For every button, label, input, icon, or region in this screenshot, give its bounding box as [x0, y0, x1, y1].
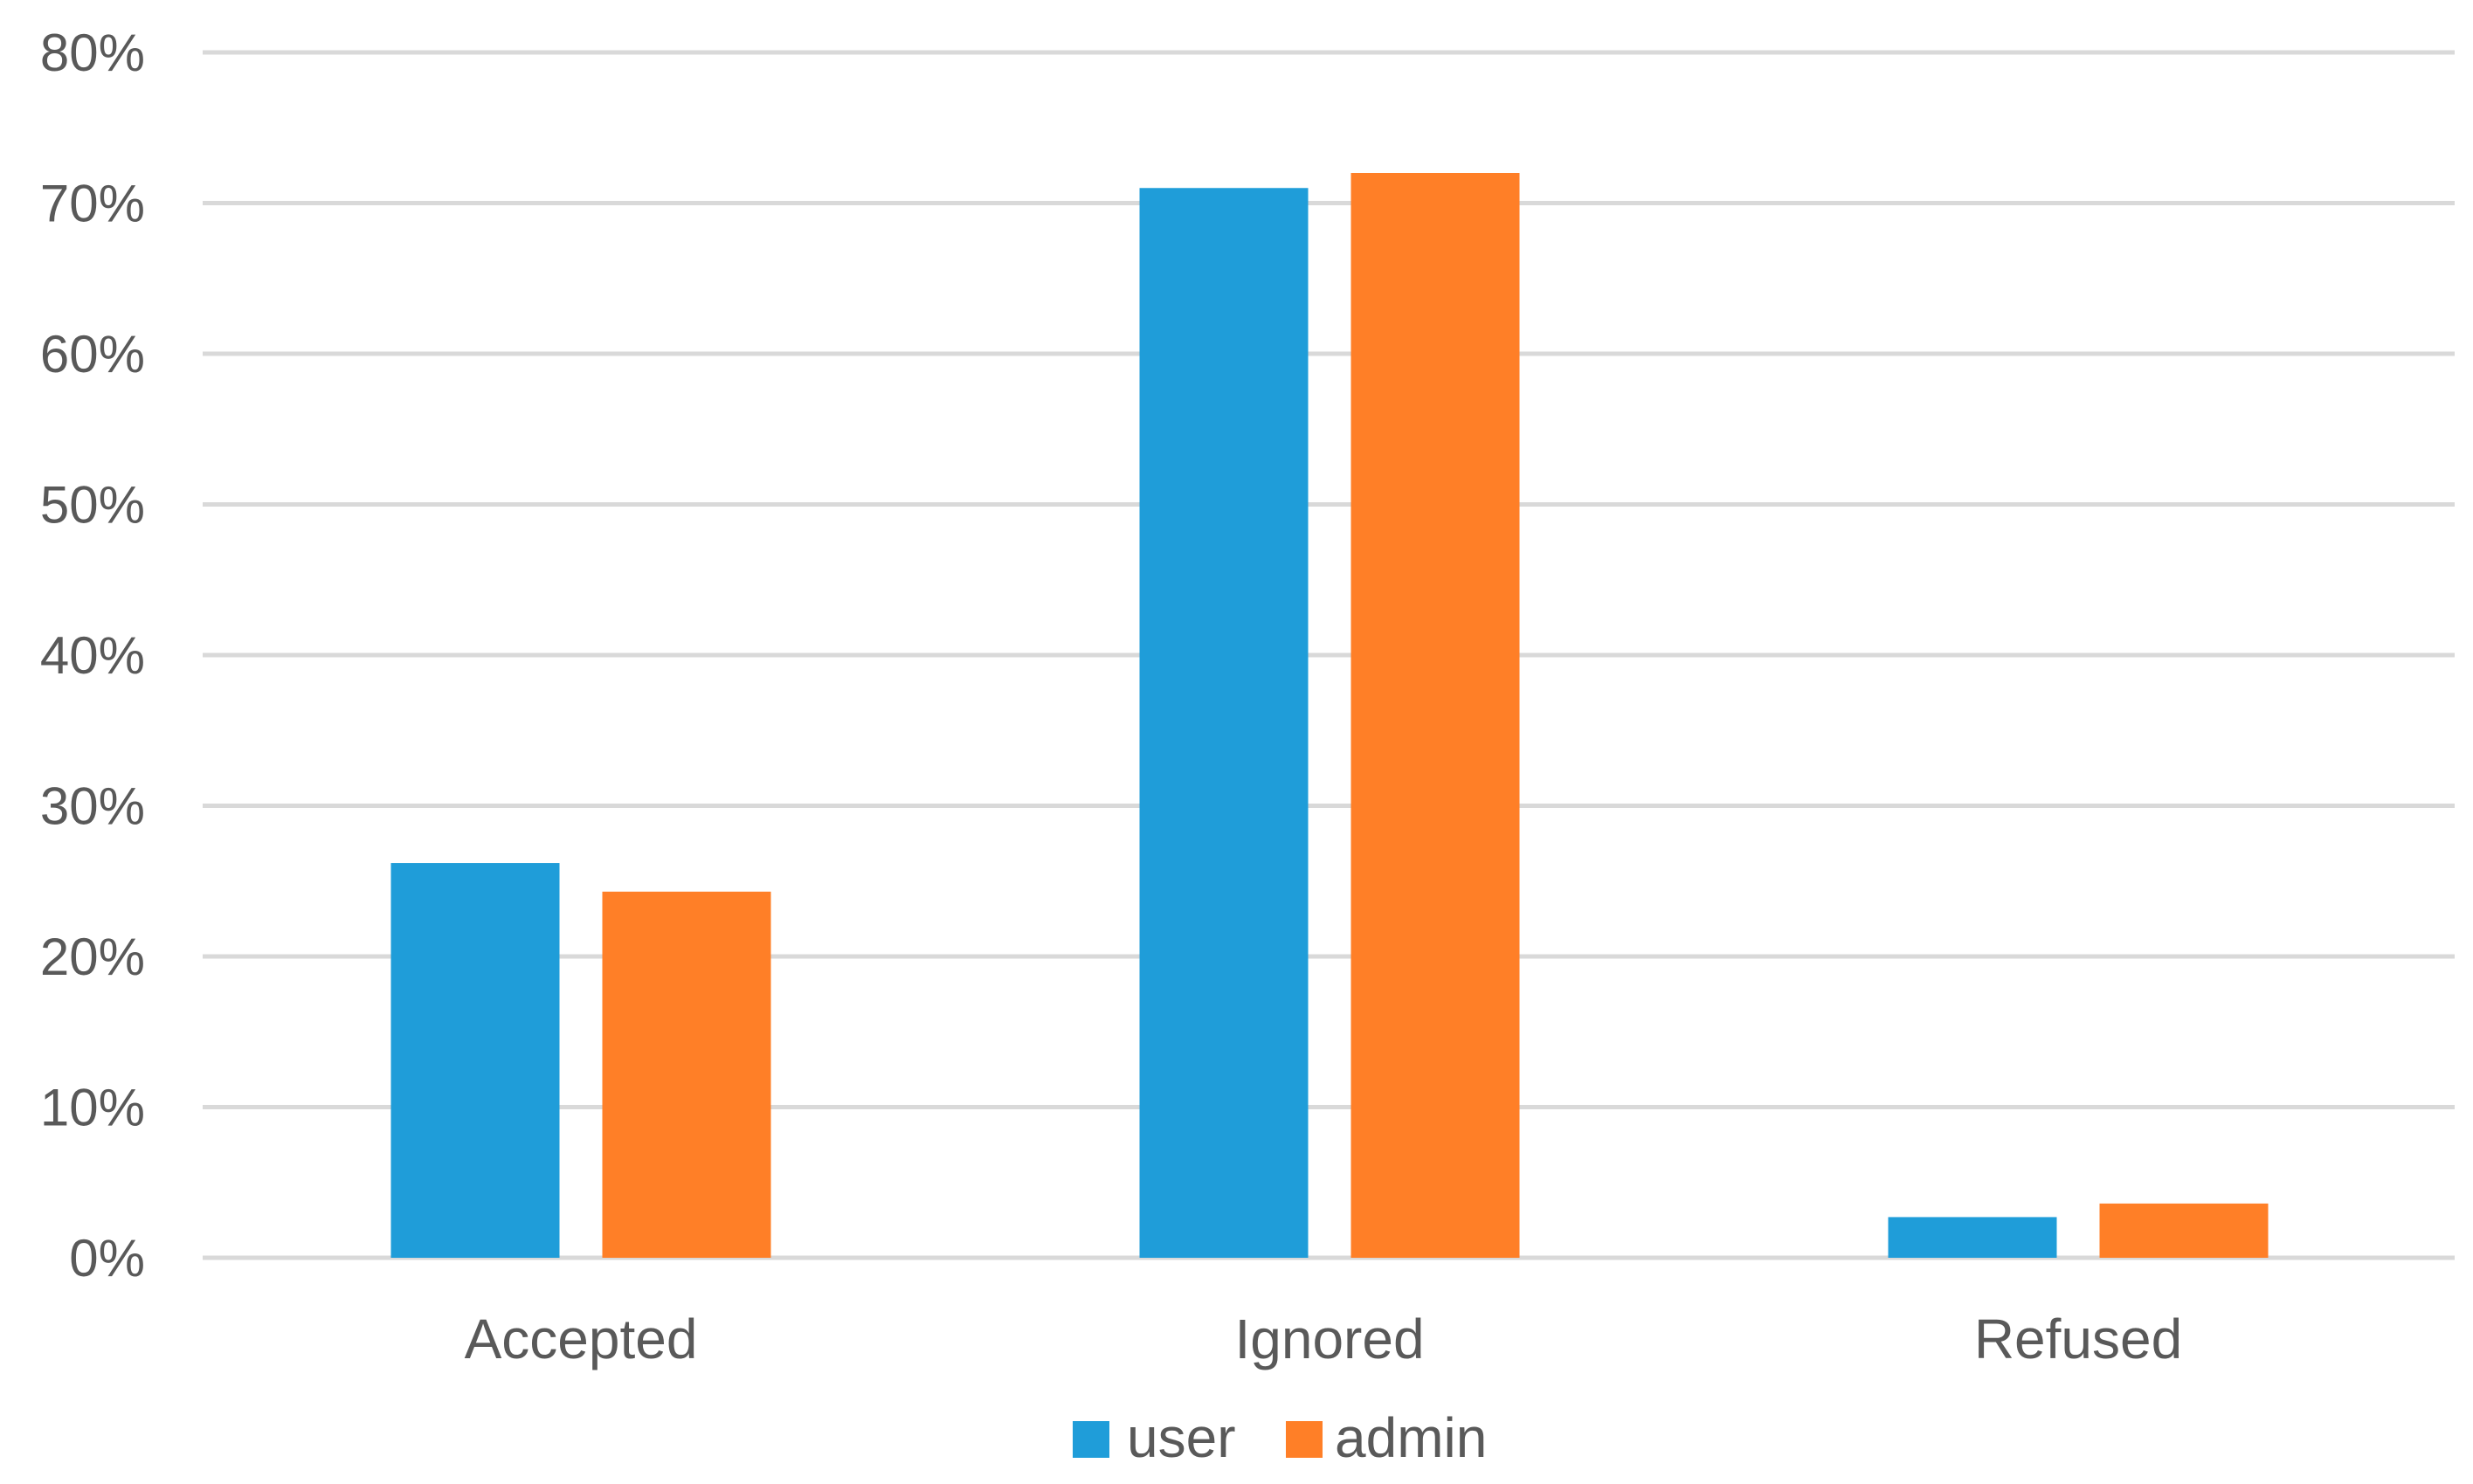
bar-user-refused — [1888, 1217, 2057, 1258]
y-tick-label: 10% — [40, 1079, 145, 1137]
legend-label-user: user — [1127, 1406, 1236, 1469]
x-axis-category-labels: Accepted Ignored Refused — [465, 1308, 2183, 1370]
y-tick-label: 70% — [40, 175, 145, 233]
x-category-label: Refused — [1974, 1308, 2182, 1370]
x-category-label: Ignored — [1234, 1308, 1424, 1370]
legend: user admin — [1073, 1406, 1487, 1469]
legend-label-admin: admin — [1335, 1406, 1487, 1469]
bar-admin-refused — [2099, 1203, 2269, 1258]
legend-swatch-user — [1073, 1421, 1109, 1458]
y-tick-label: 80% — [40, 24, 145, 82]
legend-swatch-admin — [1286, 1421, 1323, 1458]
bar-admin-ignored — [1350, 173, 1520, 1258]
y-tick-label: 20% — [40, 928, 145, 986]
y-tick-label: 30% — [40, 777, 145, 836]
bar-user-ignored — [1139, 188, 1309, 1258]
legend-item-admin: admin — [1286, 1406, 1487, 1469]
y-tick-label: 60% — [40, 325, 145, 383]
y-axis-tick-labels: 0% 10% 20% 30% 40% 50% 60% 70% 80% — [40, 24, 145, 1287]
legend-item-user: user — [1073, 1406, 1236, 1469]
gridlines — [203, 50, 2455, 1260]
x-category-label: Accepted — [465, 1308, 698, 1370]
bars — [390, 173, 2269, 1258]
y-tick-label: 50% — [40, 476, 145, 535]
y-tick-label: 0% — [69, 1229, 145, 1287]
bar-admin-accepted — [602, 891, 771, 1258]
y-tick-label: 40% — [40, 626, 145, 685]
bar-user-accepted — [390, 863, 560, 1258]
